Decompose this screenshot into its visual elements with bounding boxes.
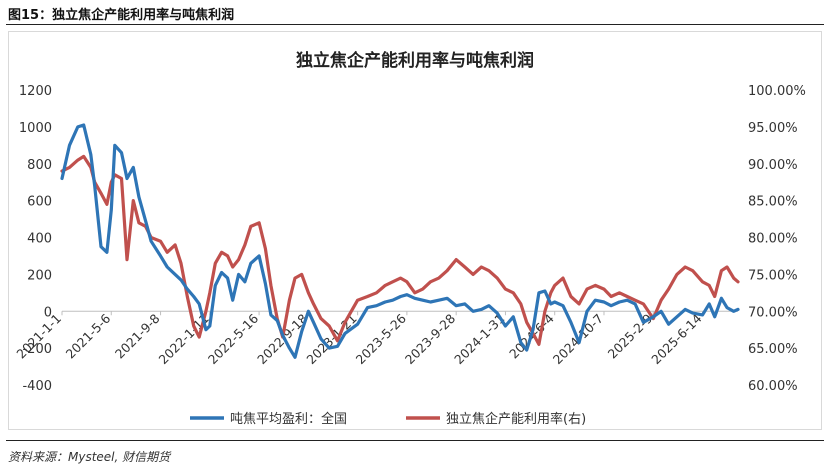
left-tick-label: 400: [27, 232, 52, 247]
x-tick-label: 2022-5-16: [205, 311, 261, 367]
series-layer: [60, 123, 740, 359]
bottom-rule: [6, 440, 824, 441]
figure-title: 图15：独立焦企产能利用率与吨焦利润: [8, 8, 235, 23]
x-tick-label: 2023-9-28: [402, 311, 458, 367]
left-tick-label: -400: [22, 379, 52, 394]
x-tick-label: 2021-5-6: [63, 311, 114, 362]
right-tick-label: 85.00%: [748, 195, 798, 210]
source-note: 资料来源：Mysteel, 财信期货: [8, 450, 171, 464]
right-tick-label: 70.00%: [748, 305, 798, 320]
right-tick-label: 80.00%: [748, 232, 798, 247]
right-tick-label: 100.00%: [748, 84, 806, 99]
top-rule: [6, 24, 824, 25]
utilization-series-line: [60, 154, 740, 346]
x-tick-label: 2024-1-31: [451, 311, 507, 367]
left-tick-label: 600: [27, 195, 52, 210]
chart-title: 独立焦企产能利用率与吨焦利润: [296, 50, 534, 71]
right-tick-label: 75.00%: [748, 268, 798, 283]
chart-frame: [8, 31, 822, 430]
x-tick-label: 2022-9-18: [254, 311, 310, 367]
left-tick-label: 1200: [19, 84, 52, 99]
left-tick-label: 800: [27, 158, 52, 173]
left-tick-label: 200: [27, 268, 52, 283]
x-tick-label: 2021-9-8: [112, 311, 163, 362]
legend: 吨焦平均盈利：全国 独立焦企产能利用率(右): [190, 411, 586, 427]
right-tick-label: 65.00%: [748, 342, 798, 357]
left-axis-ticks: 1200 1000 800 600 400 200 0 -200 -400: [19, 84, 52, 394]
profit-series-line: [60, 123, 740, 359]
left-tick-label: -200: [22, 342, 52, 357]
legend-label-profit: 吨焦平均盈利：全国: [230, 411, 347, 427]
left-tick-label: 0: [44, 305, 52, 320]
legend-label-utilization: 独立焦企产能利用率(右): [446, 411, 586, 427]
right-tick-label: 90.00%: [748, 158, 798, 173]
left-tick-label: 1000: [19, 121, 52, 136]
right-tick-label: 95.00%: [748, 121, 798, 136]
right-tick-label: 60.00%: [748, 379, 798, 394]
right-axis-ticks: 100.00% 95.00% 90.00% 85.00% 80.00% 75.00% 70.…: [748, 84, 806, 394]
